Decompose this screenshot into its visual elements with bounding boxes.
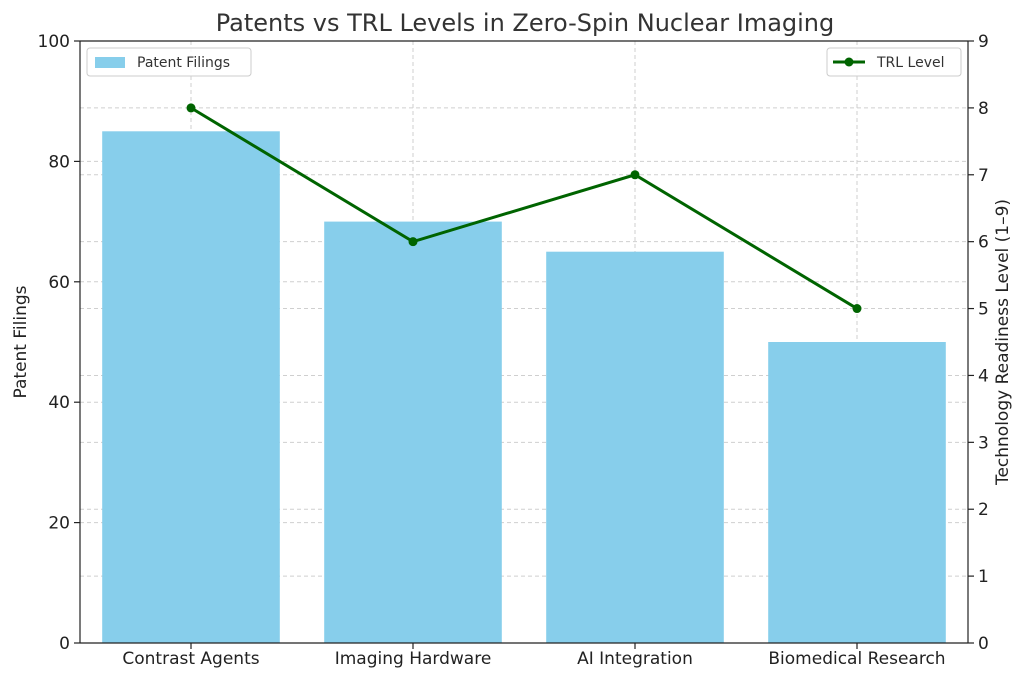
legend-right: TRL Level <box>827 48 961 76</box>
trl-point-2 <box>631 170 640 179</box>
bar-1 <box>324 222 502 643</box>
right-tick-label-4: 4 <box>978 366 989 386</box>
x-tick-label-1: Imaging Hardware <box>335 649 492 669</box>
x-tick-label-0: Contrast Agents <box>122 649 259 669</box>
right-tick-label-0: 0 <box>978 634 989 654</box>
right-tick-label-2: 2 <box>978 500 989 520</box>
right-tick-label-3: 3 <box>978 433 989 453</box>
right-tick-label-9: 9 <box>978 32 989 52</box>
left-tick-label-0: 0 <box>59 634 70 654</box>
right-tick-label-1: 1 <box>978 567 989 587</box>
bar-2 <box>546 252 724 643</box>
left-tick-label-5: 100 <box>38 32 70 52</box>
x-tick-label-2: AI Integration <box>577 649 693 669</box>
legend-trl-level: TRL Level <box>876 55 944 71</box>
legend-line-marker <box>845 58 854 67</box>
bar-3 <box>768 342 946 643</box>
right-tick-label-6: 6 <box>978 233 989 253</box>
legend-patent-filings: Patent Filings <box>137 55 230 71</box>
trl-line <box>191 108 857 309</box>
x-tick-label-3: Biomedical Research <box>768 649 945 669</box>
left-tick-label-3: 60 <box>48 273 70 293</box>
legend-left: Patent Filings <box>87 48 251 76</box>
y2-axis-label: Technology Readiness Level (1–9) <box>993 199 1013 486</box>
trl-point-0 <box>187 103 196 112</box>
left-tick-label-2: 40 <box>48 393 70 413</box>
right-tick-label-7: 7 <box>978 166 989 186</box>
bar-0 <box>102 131 280 643</box>
trl-point-3 <box>853 304 862 313</box>
chart-title: Patents vs TRL Levels in Zero-Spin Nucle… <box>216 9 835 37</box>
left-ticks: 0 20 40 60 80 100 <box>38 32 80 654</box>
left-tick-label-1: 20 <box>48 514 70 534</box>
right-ticks: 0 1 2 3 4 5 6 7 8 9 <box>968 32 989 654</box>
x-ticks: Contrast Agents Imaging Hardware AI Integr… <box>122 643 945 669</box>
left-tick-label-4: 80 <box>48 152 70 172</box>
right-tick-label-5: 5 <box>978 300 989 320</box>
legend-bar-swatch <box>95 57 125 68</box>
y-axis-label: Patent Filings <box>11 285 31 398</box>
trl-point-1 <box>409 237 418 246</box>
right-tick-label-8: 8 <box>978 99 989 119</box>
